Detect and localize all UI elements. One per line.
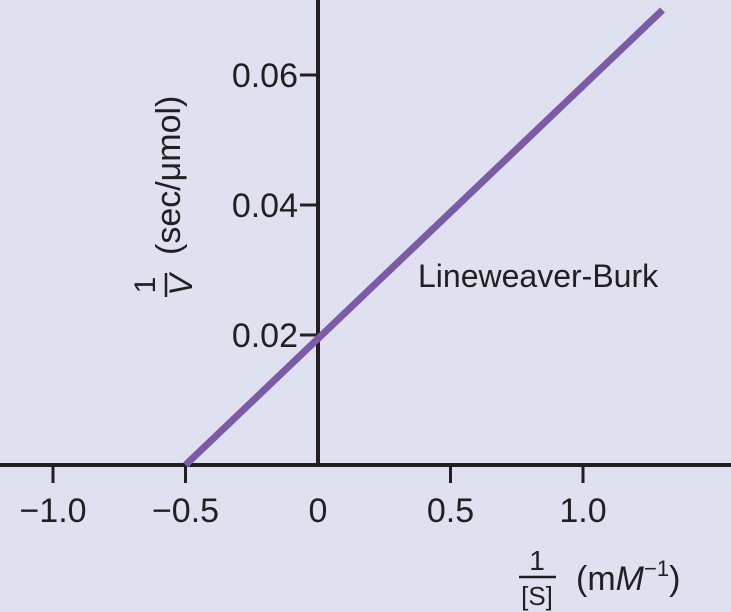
x-tick-label: −1.0 (19, 492, 86, 530)
x-tick-label: 1.0 (559, 492, 606, 530)
x-axis-unit-suffix: ) (669, 560, 680, 598)
y-axis-ticks: 0.02 0.04 0.06 (232, 57, 318, 355)
x-axis-label-numerator: 1 (529, 545, 545, 576)
x-axis-unit-exponent: −1 (644, 556, 669, 581)
y-tick-label: 0.04 (232, 187, 298, 225)
x-axis-ticks: −1.0 −0.5 0 0.5 1.0 (19, 465, 607, 530)
series-line-lineweaver-burk (183, 7, 665, 468)
x-tick-label: −0.5 (152, 492, 219, 530)
x-axis-label: 1 [S] (mM−1) (519, 545, 680, 611)
x-tick-label: 0.5 (427, 492, 474, 530)
x-tick-label: 0 (309, 492, 328, 530)
x-axis-label-unit: (mM−1) (576, 556, 680, 598)
y-tick-label: 0.02 (232, 317, 298, 355)
y-axis-label-unit: (sec/μmol) (150, 96, 188, 255)
y-axis-label-numerator: 1 (129, 277, 162, 294)
y-axis-label-denominator: V (163, 272, 199, 296)
series-layer (183, 7, 665, 468)
line-annotation: Lineweaver-Burk (418, 258, 659, 294)
x-axis-label-denominator: [S] (521, 581, 553, 611)
y-axis-label: 1 V (sec/μmol) (129, 96, 199, 297)
y-tick-label: 0.06 (232, 57, 298, 95)
x-axis-unit-prefix: (m (576, 560, 616, 598)
x-axis-unit-symbol: M (616, 560, 645, 598)
